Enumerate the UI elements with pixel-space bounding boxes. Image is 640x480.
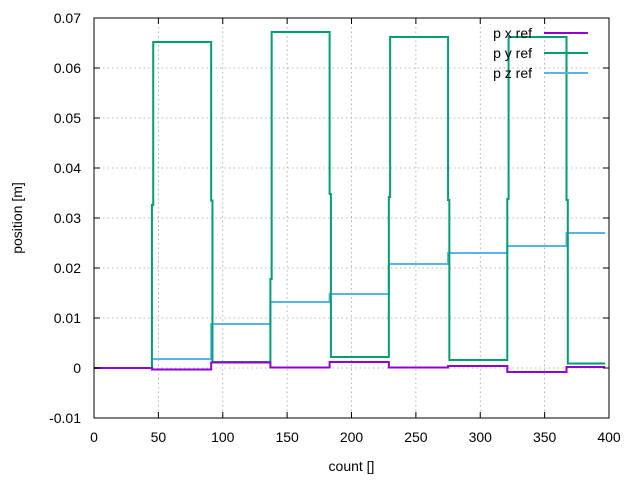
series-layer [94,31,606,373]
x-tick-label: 200 [340,429,364,445]
y-tick-label: 0.01 [54,310,81,326]
x-tick-label: 400 [597,429,621,445]
y-tick-label: 0.04 [54,160,81,176]
y-tick-label: -0.01 [49,410,81,426]
tick-layer: 0 50 100 150 200 250 300 350 400 -0.01 0 0.01 0.02 0.… [49,10,621,445]
y-axis-label: position [m] [9,182,25,254]
x-tick-label: 100 [211,429,235,445]
series-line-p-y-ref [94,31,606,369]
x-tick-label: 150 [275,429,299,445]
x-axis-label: count [] [329,458,375,474]
grid-layer [94,18,609,418]
x-tick-label: 50 [151,429,167,445]
series-line-p-z-ref [94,232,606,369]
x-tick-label: 0 [90,429,98,445]
series-line-p-x-ref [94,361,606,373]
y-tick-label: 0.03 [54,210,81,226]
legend-label: p z ref [493,65,532,81]
x-tick-label: 300 [469,429,493,445]
y-tick-label: 0.05 [54,110,81,126]
legend: p x ref p y ref p z ref [493,25,588,81]
legend-label: p y ref [493,45,532,61]
legend-label: p x ref [493,25,532,41]
y-tick-label: 0.06 [54,60,81,76]
x-tick-label: 250 [404,429,428,445]
y-tick-label: 0 [73,360,81,376]
x-tick-label: 350 [533,429,557,445]
y-tick-label: 0.07 [54,10,81,26]
y-tick-label: 0.02 [54,260,81,276]
